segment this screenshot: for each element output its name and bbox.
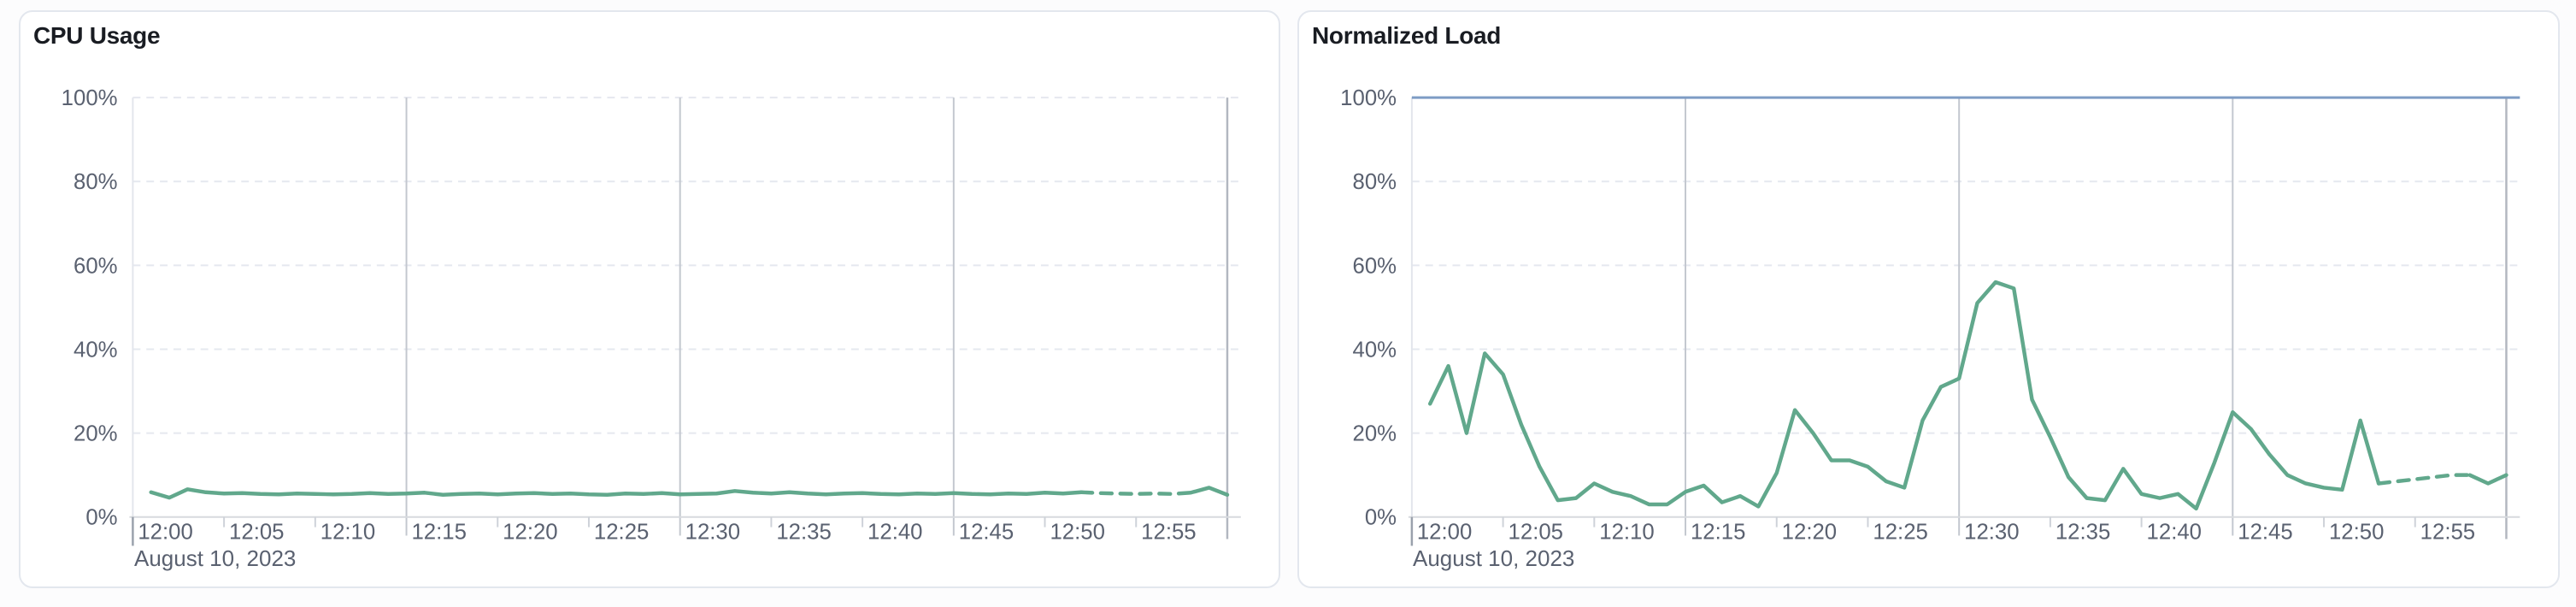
- x-tick-label: 12:05: [229, 520, 284, 544]
- x-tick-label: 12:20: [503, 520, 557, 544]
- cpu-usage-chart[interactable]: 12:00 12:05 12:10 12:15 12:20 12:25 12:30 12:35…: [21, 12, 1279, 586]
- x-tick-label: 12:30: [685, 520, 740, 544]
- x-tick-label: 12:15: [1691, 520, 1745, 544]
- y-tick-label: 60%: [74, 254, 118, 278]
- x-tick-label: 12:05: [1509, 520, 1563, 544]
- series-line-dashed[interactable]: [1079, 490, 1193, 496]
- x-tick-label: 12:50: [1050, 520, 1104, 544]
- normalized-load-chart[interactable]: 12:00 12:05 12:10 12:15 12:20 12:25 12:30 12:35…: [1299, 12, 2558, 586]
- x-tick-label: 12:40: [867, 520, 922, 544]
- chart-title-cpu-usage: CPU Usage: [33, 22, 161, 49]
- x-tick-label: 12:55: [2420, 520, 2475, 544]
- y-tick-label: 40%: [1353, 338, 1397, 362]
- x-tick-label: 12:40: [2147, 520, 2202, 544]
- y-tick-label: 0%: [1365, 506, 1397, 530]
- y-tick-label: 40%: [74, 338, 118, 362]
- x-tick-label: 12:45: [959, 520, 1014, 544]
- chart-title-normalized-load: Normalized Load: [1312, 22, 1502, 49]
- y-tick-label: 20%: [74, 422, 118, 446]
- x-axis-date-label: August 10, 2023: [1413, 545, 1575, 571]
- x-tick-label: 12:25: [1873, 520, 1927, 544]
- series-line-solid[interactable]: [149, 487, 1084, 500]
- y-tick-label: 0%: [85, 506, 117, 530]
- series-line-solid-end[interactable]: [2467, 473, 2508, 486]
- y-tick-label: 100%: [62, 86, 118, 110]
- x-tick-label: 12:10: [321, 520, 375, 544]
- x-axis-date-label: August 10, 2023: [134, 545, 297, 571]
- y-tick-label: 20%: [1353, 422, 1397, 446]
- x-tick-label: 12:30: [1964, 520, 2019, 544]
- x-tick-label: 12:45: [2238, 520, 2292, 544]
- series-line-solid[interactable]: [1427, 280, 2381, 511]
- series-line-dashed[interactable]: [2376, 473, 2472, 486]
- x-tick-label: 12:35: [776, 520, 831, 544]
- x-tick-label: 12:20: [1782, 520, 1837, 544]
- y-tick-label: 80%: [74, 170, 118, 194]
- x-tick-label: 12:25: [594, 520, 649, 544]
- x-tick-label: 12:55: [1141, 520, 1196, 544]
- x-tick-label: 12:15: [411, 520, 466, 544]
- x-tick-label: 12:50: [2329, 520, 2384, 544]
- x-tick-label: 12:00: [1417, 520, 1472, 544]
- x-tick-label: 12:10: [1599, 520, 1654, 544]
- normalized-load-card: Normalized Load 12:00 12:05 12:10 12:15 12:2…: [1297, 10, 2560, 588]
- y-tick-label: 60%: [1353, 254, 1397, 278]
- y-tick-label: 80%: [1353, 170, 1397, 194]
- cpu-usage-card: CPU Usage 12:00 12:05 12:10 12:15 12:20 12:25…: [19, 10, 1280, 588]
- series-line-solid-end[interactable]: [1189, 486, 1230, 497]
- x-tick-label: 12:35: [2056, 520, 2110, 544]
- y-tick-label: 100%: [1340, 86, 1397, 110]
- x-tick-label: 12:00: [138, 520, 192, 544]
